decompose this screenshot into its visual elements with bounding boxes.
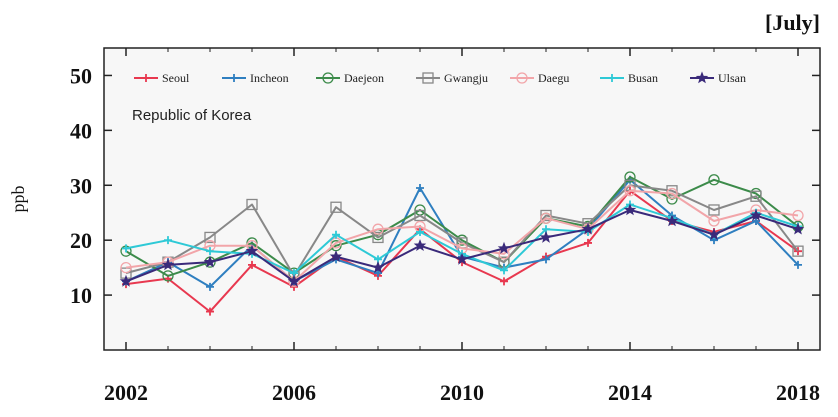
data-point-seoul [500, 277, 508, 286]
data-point-daejeon [708, 174, 720, 186]
data-point-ulsan [245, 244, 259, 257]
data-point-incheon [542, 255, 550, 264]
data-point-incheon [206, 282, 214, 291]
data-point-ulsan [203, 255, 217, 268]
data-point-gwangju [204, 231, 216, 244]
legend-marker [230, 74, 238, 82]
y-axis-label: ppb [8, 186, 28, 213]
data-point-ulsan [707, 228, 721, 241]
x-tick-label: 2006 [272, 380, 316, 405]
y-tick-label: 30 [70, 173, 92, 198]
data-point-gwangju [792, 245, 804, 257]
data-point-seoul [206, 307, 214, 316]
legend-label: Daejeon [344, 71, 384, 85]
data-point-ulsan [539, 230, 553, 243]
data-point-daegu [708, 215, 720, 227]
legend-item-ulsan: Ulsan [690, 71, 746, 85]
data-point-ulsan [119, 274, 133, 287]
data-point-ulsan [497, 241, 511, 254]
data-point-incheon [416, 184, 424, 193]
data-point-busan [206, 247, 214, 256]
data-point-daegu [624, 185, 636, 197]
region-annotation: Republic of Korea [132, 107, 252, 124]
data-point-gwangju [666, 185, 678, 197]
legend-marker [322, 72, 334, 84]
data-point-busan [122, 244, 130, 253]
data-point-ulsan [287, 274, 301, 287]
legend-label: Ulsan [718, 71, 746, 85]
data-point-ulsan [665, 214, 679, 227]
legend-label: Incheon [250, 71, 289, 85]
y-tick-label: 40 [70, 118, 92, 143]
data-point-gwangju [750, 190, 762, 202]
data-point-gwangju [540, 209, 552, 222]
data-point-incheon [752, 216, 760, 225]
series-layer [119, 171, 805, 316]
data-point-gwangju [708, 204, 720, 216]
data-point-ulsan [413, 239, 427, 252]
legend-item-gwangju: Gwangju [416, 71, 488, 85]
data-point-ulsan [791, 222, 805, 235]
data-point-ulsan [161, 258, 175, 271]
x-tick-label: 2018 [776, 380, 820, 405]
data-point-ulsan [455, 252, 469, 265]
legend-item-busan: Busan [600, 71, 658, 85]
data-point-ulsan [623, 203, 637, 216]
legend-label: Busan [628, 71, 658, 85]
data-point-busan [332, 230, 340, 239]
legend-item-daegu: Daegu [510, 71, 569, 85]
data-point-daegu [540, 212, 552, 224]
data-point-ulsan [371, 260, 385, 274]
data-point-seoul [248, 260, 256, 269]
data-point-ulsan [749, 208, 763, 221]
axes: 10 20 30 40 50 2002 2006 2010 2014 2018 [70, 48, 820, 405]
legend-item-seoul: Seoul [134, 71, 190, 85]
data-point-ulsan [329, 250, 343, 263]
data-point-ulsan [581, 222, 595, 235]
data-point-gwangju [372, 231, 384, 244]
chart-title: [July] [765, 10, 820, 35]
plot-frame [103, 47, 821, 351]
data-point-seoul [584, 238, 592, 247]
data-point-busan [500, 266, 508, 275]
legend-item-incheon: Incheon [222, 71, 289, 85]
y-tick-label: 50 [70, 63, 92, 88]
data-point-daegu [666, 187, 678, 200]
data-point-daejeon [162, 270, 174, 282]
data-point-busan [164, 236, 172, 245]
legend-label: Seoul [162, 71, 190, 85]
data-point-daejeon [624, 171, 636, 183]
x-tick-label: 2002 [104, 380, 148, 405]
legend-marker [695, 71, 709, 84]
data-point-gwangju [246, 198, 258, 211]
data-point-daegu [120, 261, 132, 274]
legend-marker [608, 74, 616, 82]
legend-label: Gwangju [444, 71, 488, 85]
data-point-busan [416, 227, 424, 236]
data-point-daegu [792, 209, 804, 222]
legend-marker [422, 72, 434, 84]
data-point-incheon [374, 269, 382, 278]
legend-item-daejeon: Daejeon [316, 71, 384, 85]
legend-label: Daegu [538, 71, 569, 85]
legend-marker [516, 72, 528, 84]
legend: Seoul Incheon Daejeon Gwangju Daegu Busan Ulsa… [134, 71, 746, 85]
series-line-daejeon [125, 176, 799, 277]
x-tick-label: 2010 [440, 380, 484, 405]
x-tick-label: 2014 [608, 380, 652, 405]
legend-marker [142, 74, 150, 82]
data-point-gwangju [414, 209, 426, 222]
data-point-incheon [794, 260, 802, 269]
data-point-daegu [372, 223, 384, 235]
y-tick-label: 20 [70, 228, 92, 253]
series-line-daegu [125, 189, 799, 283]
y-tick-label: 10 [70, 283, 92, 308]
series-ulsan [119, 203, 805, 287]
data-point-gwangju [330, 201, 342, 213]
